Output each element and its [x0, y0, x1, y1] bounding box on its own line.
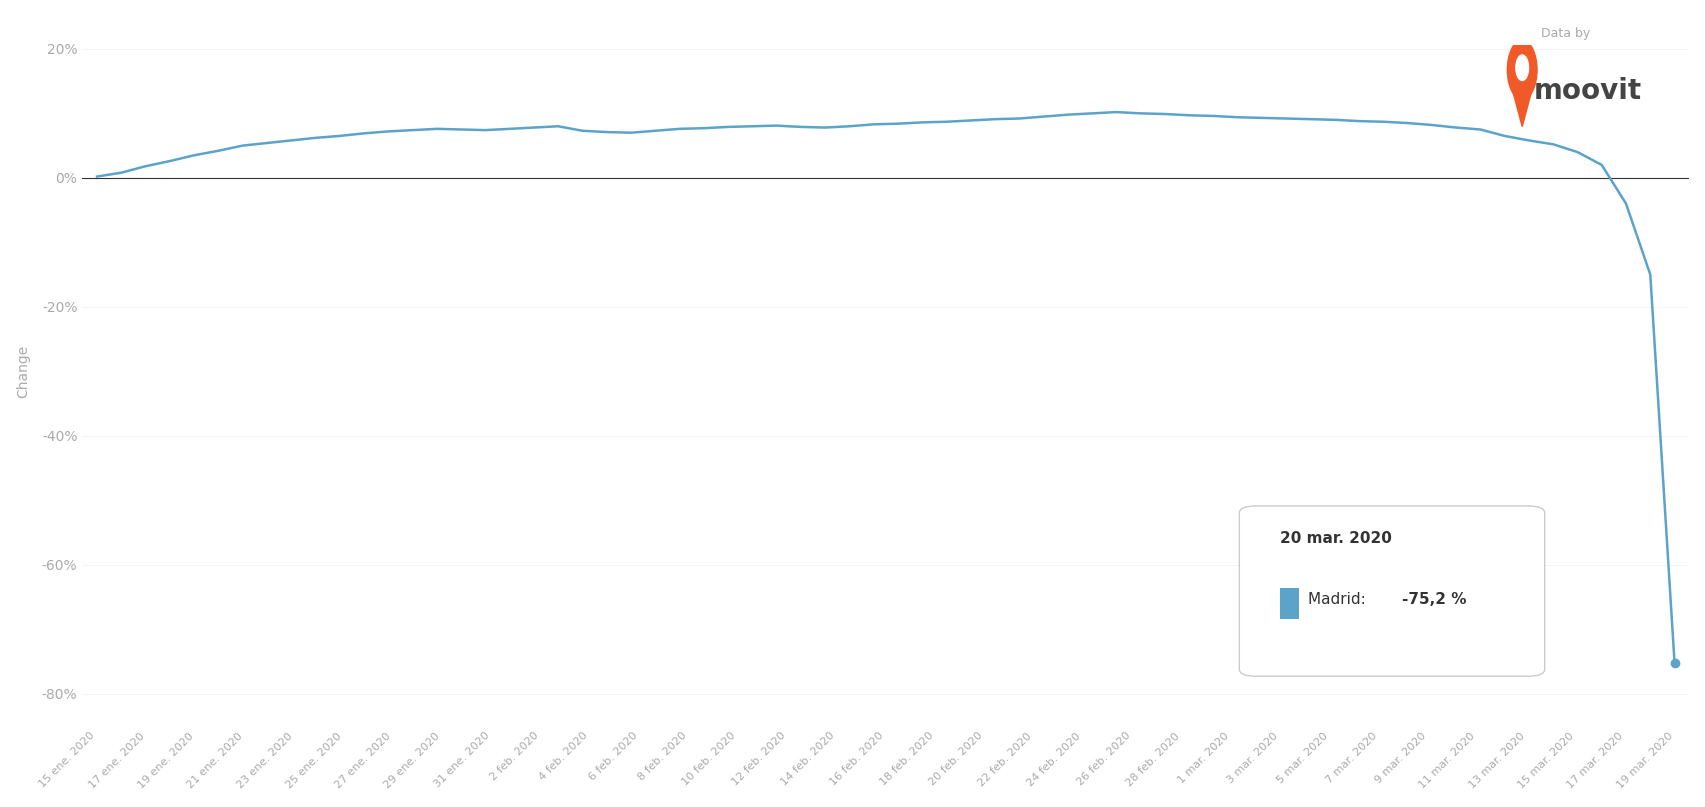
Text: -75,2 %: -75,2 %: [1402, 592, 1465, 608]
Text: 20 mar. 2020: 20 mar. 2020: [1279, 531, 1391, 546]
Y-axis label: Change: Change: [17, 345, 31, 398]
FancyBboxPatch shape: [1238, 506, 1543, 676]
Text: Data by: Data by: [1541, 27, 1589, 40]
Bar: [1279, 587, 1298, 620]
Text: Madrid:: Madrid:: [1308, 592, 1371, 608]
Text: moovit: moovit: [1533, 77, 1640, 105]
